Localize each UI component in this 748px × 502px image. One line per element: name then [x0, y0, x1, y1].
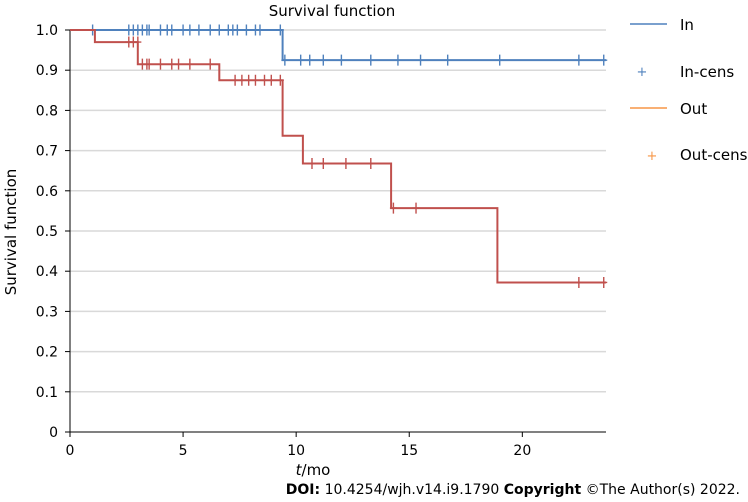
- series-in-censor-mark: [575, 54, 583, 66]
- series-in-censor-mark: [156, 24, 164, 36]
- x-axis-label-italic: t: [296, 461, 303, 479]
- series-out-censor-mark: [245, 74, 253, 86]
- series-in-censor-mark: [186, 24, 194, 36]
- series-in-censor-mark: [195, 24, 203, 36]
- x-tick-label: 0: [66, 443, 75, 459]
- y-axis-label: Survival function: [2, 169, 20, 296]
- series-out-censor-mark: [575, 276, 583, 288]
- series-out-censor-mark: [389, 202, 397, 214]
- doi-value: 10.4254/wjh.v14.i9.1790: [324, 482, 500, 498]
- x-tick-label: 5: [179, 443, 188, 459]
- legend-out-cens-label: Out-cens: [680, 146, 748, 164]
- x-tick-label: 20: [513, 443, 531, 459]
- doi-label: DOI:: [285, 482, 321, 498]
- series-in-censor-mark: [367, 54, 375, 66]
- series-out-censor-mark: [145, 58, 153, 70]
- x-tick-label: 15: [400, 443, 418, 459]
- y-tick-label: 0.6: [36, 184, 58, 200]
- series: [70, 24, 608, 288]
- series-in-censor-mark: [206, 24, 214, 36]
- series-out-censor-mark: [134, 36, 142, 48]
- legend: In + In-cens Out + Out-cens: [630, 16, 748, 164]
- footer-citation: DOI: 10.4254/wjh.v14.i9.1790 Copyright ©…: [286, 482, 740, 498]
- y-tick-label: 0.9: [36, 63, 58, 79]
- series-out-censor-mark: [238, 74, 246, 86]
- series-out-censor-mark: [260, 74, 268, 86]
- series-in-censor-mark: [297, 54, 305, 66]
- series-out-line: [70, 29, 606, 284]
- series-out-censor-mark: [156, 58, 164, 70]
- series-out-censor-mark: [206, 58, 214, 70]
- series-out-censor-mark: [412, 202, 420, 214]
- y-tick-label: 0.2: [36, 345, 58, 361]
- x-tick-label: 10: [287, 443, 305, 459]
- series-out-censor-mark: [342, 157, 350, 169]
- x-ticks: 0 5 10 15 20: [66, 432, 531, 459]
- series-in-censor-mark: [179, 24, 187, 36]
- series-out-censor-mark: [308, 157, 316, 169]
- y-tick-label: 0.3: [36, 304, 58, 320]
- legend-in-cens-label: In-cens: [680, 63, 734, 81]
- series-out-censor-mark: [175, 58, 183, 70]
- series-in-censor-mark: [496, 54, 504, 66]
- copyright-label: Copyright: [503, 482, 582, 498]
- series-out-censor-mark: [267, 74, 275, 86]
- legend-in-label: In: [680, 16, 694, 34]
- x-axis-label-unit: /mo: [302, 461, 331, 479]
- series-in-censor-mark: [215, 24, 223, 36]
- series-in-censor-mark: [168, 24, 176, 36]
- y-tick-label: 0.7: [36, 144, 58, 160]
- series-in-censor-mark: [417, 54, 425, 66]
- legend-out-label: Out: [680, 100, 707, 118]
- series-in-censor-mark: [242, 24, 250, 36]
- y-tick-label: 0.8: [36, 103, 58, 119]
- y-tick-label: 0: [49, 425, 58, 441]
- series-out-censor-mark: [600, 276, 608, 288]
- x-axis-label: t/mo: [296, 461, 331, 479]
- chart-title: Survival function: [269, 2, 396, 20]
- y-tick-label: 0.4: [36, 264, 58, 280]
- series-out-censor-mark: [276, 74, 284, 86]
- series-in-censor-mark: [276, 24, 284, 36]
- series-out-censor-mark: [251, 74, 259, 86]
- series-in-line: [70, 29, 606, 62]
- y-tick-label: 0.5: [36, 224, 58, 240]
- series-in-censor-mark: [306, 54, 314, 66]
- series-in-censor-mark: [444, 54, 452, 66]
- series-in-censor-mark: [233, 24, 241, 36]
- series-out-censor-mark: [231, 74, 239, 86]
- legend-in-cens-marker: +: [637, 65, 648, 80]
- grid: [70, 29, 606, 393]
- series-in-censor-mark: [256, 24, 264, 36]
- series-in-censor-mark: [281, 54, 289, 66]
- series-out-censor-mark: [168, 58, 176, 70]
- series-out-censor-mark: [186, 58, 194, 70]
- legend-out-cens-marker: +: [647, 149, 658, 164]
- series-out-censor-mark: [367, 157, 375, 169]
- y-tick-label: 1.0: [36, 23, 58, 39]
- y-tick-label: 0.1: [36, 385, 58, 401]
- series-out-censor-mark: [319, 157, 327, 169]
- copyright-value: ©The Author(s) 2022.: [585, 482, 740, 498]
- series-in-censor-mark: [337, 54, 345, 66]
- series-in-censor-mark: [145, 24, 153, 36]
- series-in-censor-mark: [319, 54, 327, 66]
- series-in-censor-mark: [394, 54, 402, 66]
- series-in-censor-mark: [600, 54, 608, 66]
- y-ticks: 0 0.1 0.2 0.3 0.4 0.5 0.6 0.7 0.8 0.9 1.0: [36, 23, 70, 441]
